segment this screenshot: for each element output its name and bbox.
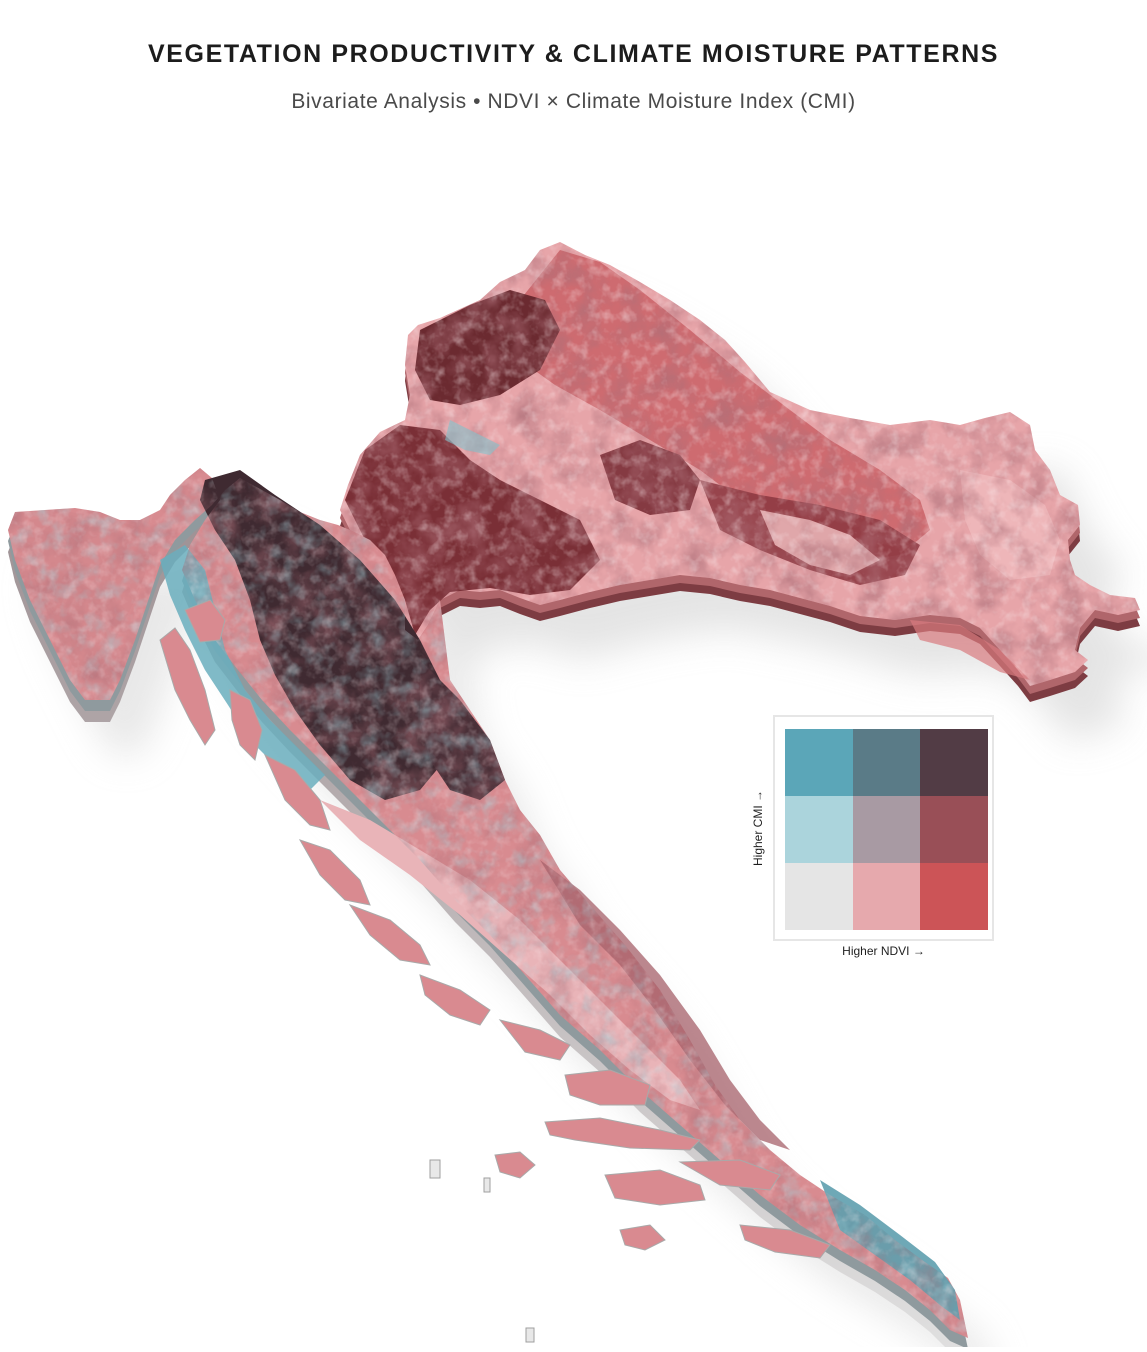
island-chain <box>159 599 831 1343</box>
legend-y-label: Higher CMI → <box>751 789 765 867</box>
legend-x-label: Higher NDVI → <box>842 944 925 958</box>
legend-cell-r0-c2 <box>920 729 988 796</box>
legend-cell-r2-c1 <box>852 863 921 930</box>
legend-cell-r0-c0 <box>785 729 853 796</box>
legend-cell-r1-c2 <box>920 796 988 863</box>
region-continental <box>340 242 1140 686</box>
legend-cell-r1-c0 <box>785 796 853 863</box>
map-subtitle: Bivariate Analysis • NDVI × Climate Mois… <box>291 90 856 113</box>
legend-cell-r2-c0 <box>785 863 853 930</box>
legend-grid <box>785 729 988 930</box>
region-karst-coast <box>8 468 968 1338</box>
bivariate-legend <box>773 715 994 941</box>
legend-cell-r1-c1 <box>852 796 921 863</box>
legend-cell-r2-c2 <box>920 863 988 930</box>
map-title: VEGETATION PRODUCTIVITY & CLIMATE MOISTU… <box>147 40 1000 68</box>
legend-cell-r0-c1 <box>852 729 921 796</box>
